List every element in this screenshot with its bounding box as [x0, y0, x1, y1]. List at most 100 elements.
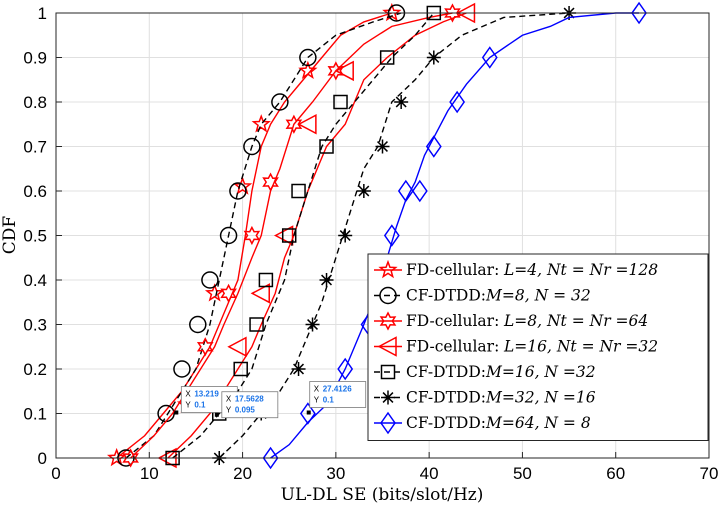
series-line [125, 12, 402, 459]
series-marker [227, 336, 247, 357]
y-axis-label: CDF [0, 216, 20, 255]
series-marker [291, 183, 306, 199]
legend-expression: M=16, N =32 [485, 363, 596, 381]
legend-label: FD-cellular: [406, 312, 499, 330]
series-marker [106, 447, 127, 467]
series-marker [262, 172, 279, 192]
x-axis-label: UL-DL SE (bits/slot/Hz) [281, 485, 484, 505]
series-marker [243, 225, 261, 246]
series-marker [383, 224, 400, 247]
datatip-x-value: 17.5628 [235, 395, 264, 404]
series-marker [251, 114, 271, 133]
legend-marker [379, 311, 397, 331]
legend-label: CF-DTDD: [406, 389, 486, 407]
datatip-x-label: X [314, 385, 320, 394]
series-marker [394, 95, 409, 109]
series-marker [299, 48, 317, 67]
y-tick-label: 0.6 [23, 182, 47, 201]
series-marker [379, 50, 395, 65]
series-marker [333, 94, 348, 110]
series-marker [297, 114, 317, 135]
x-tick-label: 20 [233, 464, 252, 483]
series-marker [426, 50, 441, 65]
legend-entry: FD-cellular: L=4, Nt = Nr =128 [374, 259, 658, 279]
datatip-anchor [306, 410, 311, 415]
legend-marker [381, 390, 395, 405]
legend-entry: FD-cellular: L=16, Nt = Nr =32 [374, 336, 658, 357]
datatip-y-value: 0.095 [235, 406, 256, 415]
datatip-y-label: Y [314, 396, 320, 405]
datatip-x-value: 27.4126 [323, 385, 352, 394]
legend-expression: M=64, N = 8 [485, 414, 591, 432]
y-tick-label: 1 [38, 4, 47, 23]
series-marker [258, 272, 274, 288]
y-tick-label: 0 [38, 449, 47, 468]
legend-box [367, 253, 709, 441]
series-marker [375, 139, 390, 154]
x-tick-label: 50 [513, 464, 532, 483]
y-tick-label: 0.5 [23, 227, 47, 246]
x-tick-label: 10 [140, 464, 159, 483]
series-marker [173, 360, 191, 378]
series-marker [338, 228, 353, 243]
series-marker [233, 361, 248, 377]
series-marker [337, 357, 354, 381]
series-marker [262, 446, 279, 470]
y-tick-label: 0.8 [23, 93, 47, 112]
legend-entry: FD-cellular: L=8, Nt = Nr =64 [374, 311, 648, 331]
legend-label: FD-cellular: [406, 261, 499, 279]
legend-label: CF-DTDD: [406, 363, 486, 381]
series-marker [334, 60, 354, 82]
series-marker [250, 283, 270, 304]
legend-marker [377, 336, 397, 357]
legend-expression: L=4, Nt = Nr =128 [503, 261, 658, 279]
series-marker [189, 315, 207, 334]
legend-marker [380, 411, 396, 435]
series-marker [319, 139, 334, 154]
series-marker [481, 46, 498, 69]
series-marker [204, 283, 225, 302]
series-marker [319, 273, 334, 287]
x-tick-label: 70 [700, 464, 719, 483]
series-marker [444, 3, 461, 23]
series-marker [122, 448, 139, 468]
series-marker [281, 228, 297, 243]
series-marker [425, 135, 442, 158]
series-marker [220, 283, 237, 303]
series-marker [232, 176, 253, 195]
datatip-box [221, 391, 279, 419]
x-tick-label: 0 [51, 464, 60, 483]
series-marker [249, 317, 264, 332]
datatip-y-label: Y [185, 401, 191, 410]
legend-label: FD-cellular: [406, 338, 499, 356]
legend-entry: CF-DTDD: M=8, N = 32 [374, 287, 591, 305]
datatip-anchor [174, 410, 179, 415]
series-marker [219, 226, 238, 245]
series-marker [243, 137, 261, 156]
series-marker [411, 179, 428, 203]
datatip-box [309, 381, 367, 408]
series-marker [291, 362, 306, 376]
y-tick-label: 0.4 [23, 271, 47, 290]
datatip-y-label: Y [226, 406, 232, 415]
datatip-y-value: 0.1 [194, 401, 206, 410]
legend-label: CF-DTDD: [406, 414, 486, 432]
legend-entry: CF-DTDD: M=64, N = 8 [374, 411, 591, 435]
series-marker [305, 317, 320, 332]
legend-expression: L=8, Nt = Nr =64 [503, 312, 648, 330]
ticks: 0 10 20 30 40 50 60 70 0 0.1 0.2 0.3 0.4 0.5 0.6 0.7 0.8… [23, 4, 718, 483]
series-marker [271, 93, 289, 111]
legend-expression: L=16, Nt = Nr =32 [503, 338, 658, 356]
legend-marker [380, 364, 396, 380]
datatip-anchor [214, 412, 219, 417]
series-2 [117, 4, 406, 467]
series-marker [397, 179, 414, 203]
datatip-x-label: X [185, 390, 191, 399]
x-tick-label: 60 [606, 464, 625, 483]
series-marker [229, 182, 247, 200]
